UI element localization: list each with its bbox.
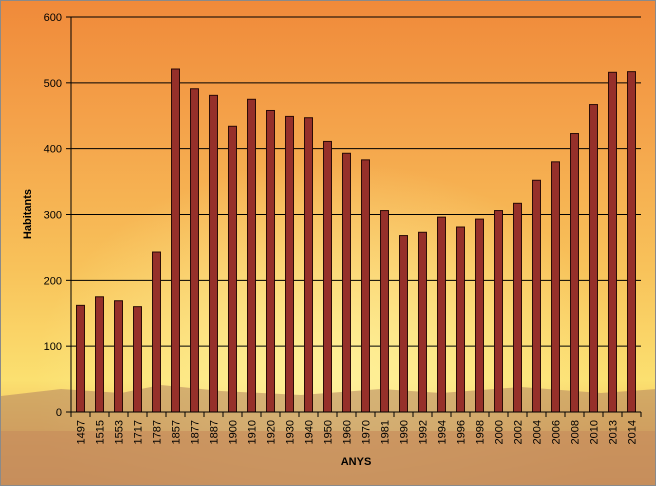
bar-1992: [418, 231, 427, 413]
bar-1497: [76, 304, 85, 413]
bar-1940: [304, 117, 313, 413]
x-tick-label: 2014: [627, 420, 639, 444]
bar-2013: [608, 71, 617, 413]
x-tick-label: 1887: [209, 420, 221, 444]
x-tick-label: 2002: [513, 420, 525, 444]
bar-1960: [342, 152, 351, 413]
bar-2008: [570, 133, 579, 413]
x-tick-label: 1930: [285, 420, 297, 444]
bar-1877: [190, 88, 199, 413]
x-tick-label: 2004: [532, 420, 544, 444]
x-tick-label: 1717: [133, 420, 145, 444]
x-tick-label: 1994: [437, 420, 449, 444]
y-tick-label: 600: [44, 12, 62, 24]
bar-1717: [133, 306, 142, 413]
x-tick-label: 2000: [494, 420, 506, 444]
x-tick-label: 1900: [228, 420, 240, 444]
x-tick-label: 1998: [475, 420, 487, 444]
bar-2010: [589, 104, 598, 413]
x-tick-label: 1877: [190, 420, 202, 444]
y-tick-label: 0: [56, 407, 62, 419]
bar-2006: [551, 161, 560, 413]
x-tick-label: 2008: [570, 420, 582, 444]
x-tick-label: 1960: [342, 420, 354, 444]
x-tick-label: 1990: [399, 420, 411, 444]
x-tick-label: 1787: [152, 420, 164, 444]
x-tick-label: 1553: [114, 420, 126, 444]
bar-1910: [247, 98, 256, 413]
bar-1981: [380, 210, 389, 413]
bar-1515: [95, 296, 104, 413]
bar-2000: [494, 210, 503, 413]
x-axis-title: ANYS: [341, 456, 372, 468]
x-tick-labels: 1497 1515 1553 1717 1787 1857 1877 1887 1900 1910…: [76, 420, 639, 444]
x-tick-label: 1940: [304, 420, 316, 444]
bar-2014: [627, 71, 636, 413]
x-tick-label: 1497: [76, 420, 88, 444]
x-tick-label: 1515: [95, 420, 107, 444]
x-tick-label: 1970: [361, 420, 373, 444]
y-tick-label: 400: [44, 144, 62, 156]
bar-1787: [152, 251, 161, 413]
bar-1900: [228, 125, 237, 413]
x-tick-label: 1910: [247, 420, 259, 444]
y-tick-label: 300: [44, 210, 62, 222]
axes: [70, 17, 642, 417]
x-tick-label: 1857: [171, 420, 183, 444]
x-tick-label: 2010: [589, 420, 601, 444]
bar-1887: [209, 94, 218, 413]
x-tick-label: 1996: [456, 420, 468, 444]
y-tick-label: 200: [44, 275, 62, 287]
y-tick-label: 500: [44, 78, 62, 90]
bar-1920: [266, 109, 275, 413]
x-tick-label: 1981: [380, 420, 392, 444]
bar-1996: [456, 226, 465, 413]
bar-1950: [323, 140, 332, 413]
bar-1994: [437, 216, 446, 413]
x-tick-label: 2013: [608, 420, 620, 444]
bar-1857: [171, 68, 180, 413]
y-axis-title: Habitants: [22, 189, 34, 239]
x-tick-label: 1992: [418, 420, 430, 444]
x-tick-label: 1920: [266, 420, 278, 444]
bar-1970: [361, 159, 370, 413]
bar-1553: [114, 300, 123, 413]
foreground-band: [1, 431, 655, 485]
bar-1930: [285, 115, 294, 413]
bar-1990: [399, 235, 408, 413]
bar-2004: [532, 179, 541, 413]
x-tick-label: 1950: [323, 420, 335, 444]
y-tick-labels: 0 100 200 300 400 500 600: [44, 12, 62, 419]
x-tick-label: 2006: [551, 420, 563, 444]
bar-2002: [513, 202, 522, 413]
bar-1998: [475, 218, 484, 413]
y-tick-label: 100: [44, 341, 62, 353]
